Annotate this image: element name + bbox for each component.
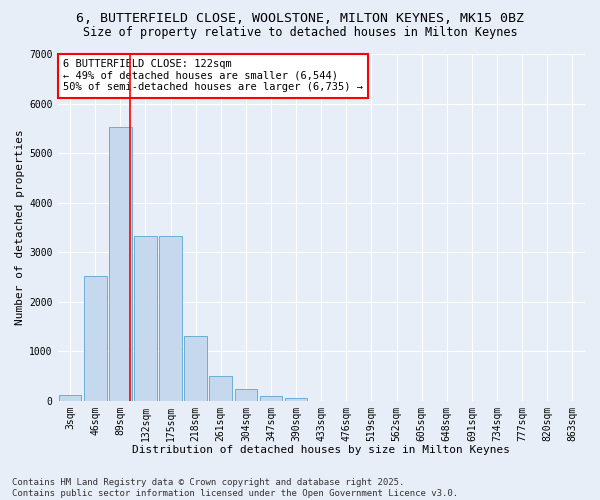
Bar xyxy=(209,376,232,400)
Text: 6 BUTTERFIELD CLOSE: 122sqm
← 49% of detached houses are smaller (6,544)
50% of : 6 BUTTERFIELD CLOSE: 122sqm ← 49% of det… xyxy=(63,59,363,92)
Text: Size of property relative to detached houses in Milton Keynes: Size of property relative to detached ho… xyxy=(83,26,517,39)
Bar xyxy=(159,236,182,400)
Bar xyxy=(235,390,257,400)
Bar xyxy=(285,398,307,400)
Bar xyxy=(184,336,207,400)
Y-axis label: Number of detached properties: Number of detached properties xyxy=(15,130,25,325)
Text: Contains HM Land Registry data © Crown copyright and database right 2025.
Contai: Contains HM Land Registry data © Crown c… xyxy=(12,478,458,498)
Bar xyxy=(109,128,131,400)
X-axis label: Distribution of detached houses by size in Milton Keynes: Distribution of detached houses by size … xyxy=(132,445,510,455)
Bar xyxy=(260,396,283,400)
Text: 6, BUTTERFIELD CLOSE, WOOLSTONE, MILTON KEYNES, MK15 0BZ: 6, BUTTERFIELD CLOSE, WOOLSTONE, MILTON … xyxy=(76,12,524,26)
Bar xyxy=(134,236,157,400)
Bar xyxy=(84,276,107,400)
Bar xyxy=(59,396,82,400)
